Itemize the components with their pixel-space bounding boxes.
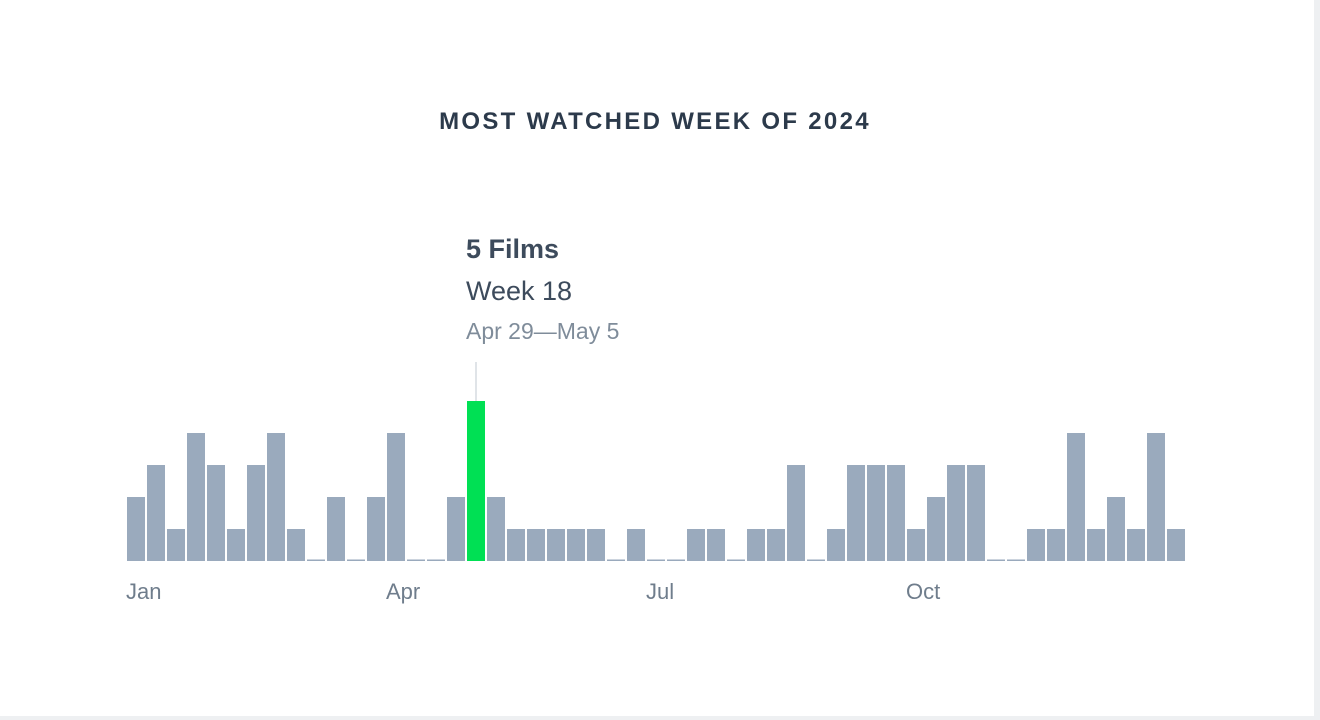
bar-week-31[interactable] [727, 559, 745, 562]
chart-title: MOST WATCHED WEEK OF 2024 [439, 108, 871, 135]
bar-week-41[interactable] [927, 497, 945, 561]
bar-week-4[interactable] [187, 433, 205, 561]
bar-week-5[interactable] [207, 465, 225, 561]
bar-week-16[interactable] [427, 559, 445, 562]
bar-week-30[interactable] [707, 529, 725, 561]
bar-week-10[interactable] [307, 559, 325, 562]
highlight-tooltip: 5 Films Week 18 Apr 29—May 5 [466, 232, 619, 346]
bar-week-1[interactable] [127, 497, 145, 561]
bar-week-25[interactable] [607, 559, 625, 562]
bar-week-26[interactable] [627, 529, 645, 561]
bar-week-20[interactable] [507, 529, 525, 561]
bar-week-46[interactable] [1027, 529, 1045, 561]
bar-week-23[interactable] [567, 529, 585, 561]
bar-week-2[interactable] [147, 465, 165, 561]
bar-week-33[interactable] [767, 529, 785, 561]
bar-week-53[interactable] [1167, 529, 1185, 561]
bar-week-24[interactable] [587, 529, 605, 561]
bar-week-14[interactable] [387, 433, 405, 561]
bar-highlight-week-18[interactable] [467, 401, 485, 561]
bar-week-42[interactable] [947, 465, 965, 561]
bar-week-44[interactable] [987, 559, 1005, 562]
bar-week-15[interactable] [407, 559, 425, 562]
bar-week-7[interactable] [247, 465, 265, 561]
bar-week-40[interactable] [907, 529, 925, 561]
bar-week-22[interactable] [547, 529, 565, 561]
bar-week-32[interactable] [747, 529, 765, 561]
bar-week-48[interactable] [1067, 433, 1085, 561]
bar-week-35[interactable] [807, 559, 825, 562]
x-tick-label-apr: Apr [386, 579, 420, 604]
window-edge-bottom [0, 716, 1320, 720]
bar-week-50[interactable] [1107, 497, 1125, 561]
bar-week-51[interactable] [1127, 529, 1145, 561]
tooltip-week-number: Week 18 [466, 276, 573, 306]
window-edge-right [1314, 0, 1320, 720]
x-tick-label-jul: Jul [646, 579, 674, 604]
bar-week-29[interactable] [687, 529, 705, 561]
bar-week-37[interactable] [847, 465, 865, 561]
bar-week-3[interactable] [167, 529, 185, 561]
bar-week-6[interactable] [227, 529, 245, 561]
bar-week-45[interactable] [1007, 559, 1025, 562]
bar-week-9[interactable] [287, 529, 305, 561]
bar-week-21[interactable] [527, 529, 545, 561]
bar-week-47[interactable] [1047, 529, 1065, 561]
bar-week-28[interactable] [667, 559, 685, 562]
x-tick-label-oct: Oct [906, 579, 940, 604]
bar-week-34[interactable] [787, 465, 805, 561]
tooltip-date-range: Apr 29—May 5 [466, 318, 620, 344]
x-tick-label-jan: Jan [126, 579, 161, 604]
bar-week-36[interactable] [827, 529, 845, 561]
bar-week-11[interactable] [327, 497, 345, 561]
bar-week-12[interactable] [347, 559, 365, 562]
bar-week-38[interactable] [867, 465, 885, 561]
bar-week-49[interactable] [1087, 529, 1105, 561]
bar-week-39[interactable] [887, 465, 905, 561]
bar-week-43[interactable] [967, 465, 985, 561]
bar-week-8[interactable] [267, 433, 285, 561]
bar-week-52[interactable] [1147, 433, 1165, 561]
bar-week-19[interactable] [487, 497, 505, 561]
tooltip-film-count: 5 Films [466, 234, 560, 264]
bar-week-13[interactable] [367, 497, 385, 561]
bar-week-17[interactable] [447, 497, 465, 561]
bar-week-27[interactable] [647, 559, 665, 562]
